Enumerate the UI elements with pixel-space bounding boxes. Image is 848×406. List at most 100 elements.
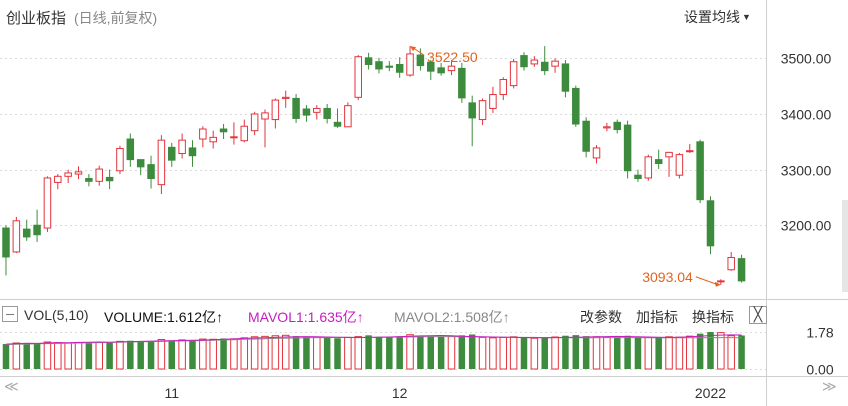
volume-bar-down: [147, 340, 155, 369]
volume-bar-down: [458, 335, 466, 369]
candle-body-up: [261, 112, 269, 120]
low-pointer: [695, 276, 719, 286]
candle-body-up: [95, 168, 103, 182]
volume-bar-up: [178, 339, 186, 370]
volume-bar-down: [303, 336, 310, 369]
volume-bar-down: [437, 336, 445, 369]
volume-bar-down: [23, 343, 30, 369]
candle-body-up: [406, 53, 414, 76]
candle-body-up: [489, 94, 497, 109]
candlestick-series: [2, 46, 746, 285]
add-indicator-button[interactable]: 加指标: [636, 309, 678, 325]
candle-body-up: [116, 147, 124, 172]
mavol1-label: MAVOL1:1.635亿↑: [248, 307, 364, 327]
volume-bar-down: [33, 343, 41, 369]
volume-bar-up: [64, 342, 72, 370]
candle-body-down: [395, 63, 404, 73]
volume-bar-up: [406, 334, 414, 370]
price-axis: 3500.00 3400.00 3300.00 3200.00: [781, 51, 832, 234]
volume-bar-up: [199, 338, 207, 370]
volume-bar-down: [334, 338, 341, 369]
volume-bar-up: [271, 335, 280, 370]
price-tick-label: 3500.00: [781, 51, 832, 67]
volume-bar-down: [582, 336, 590, 369]
volume-bar-up: [447, 336, 456, 370]
up-arrow-icon: ↑: [356, 309, 364, 325]
volume-bar-down: [365, 335, 372, 369]
candle-body-down: [634, 174, 642, 180]
up-arrow-icon: ↑: [502, 309, 510, 325]
switch-indicator-button[interactable]: 换指标: [692, 309, 734, 325]
high-pointer-arrowhead: [410, 46, 417, 52]
volume-bar-down: [2, 344, 10, 369]
volume-bar-up: [489, 337, 497, 370]
candle-body-up: [354, 56, 362, 98]
volume-bar-down: [541, 337, 548, 369]
volume-bar-up: [592, 336, 601, 370]
double-chevron-left-icon[interactable]: ≪: [4, 378, 19, 394]
candle-body-up: [644, 156, 653, 179]
candle-body-up: [43, 177, 52, 229]
ma-settings-label: 设置均线: [684, 9, 740, 25]
candle-body-up: [240, 125, 249, 142]
candle-body-down: [520, 55, 528, 68]
close-icon[interactable]: ╳: [749, 306, 767, 324]
candle-body-down: [468, 102, 476, 119]
candle-body-up: [478, 100, 487, 121]
candle-body-down: [613, 121, 621, 131]
up-arrow-icon: ↑: [216, 309, 224, 325]
candle-body-down: [540, 61, 549, 72]
volume-tick-label: 1.78: [806, 325, 833, 341]
volume-bar-down: [613, 337, 621, 369]
edit-params-button[interactable]: 改参数: [580, 309, 622, 325]
candle-body-up: [509, 61, 518, 87]
candle-body-down: [2, 227, 10, 258]
date-tick-label: 2022: [695, 385, 726, 401]
candle-body-up: [12, 220, 21, 253]
candle-body-up: [271, 99, 280, 121]
index-title: 创业板指: [6, 10, 67, 27]
candle-body-down: [437, 67, 445, 74]
volume-bar-up: [250, 336, 259, 370]
candle-body-up: [686, 150, 694, 153]
candle-body-down: [561, 63, 570, 92]
volume-bar-up: [551, 336, 559, 370]
volume-bar-down: [655, 337, 662, 369]
volume-bar-down: [624, 335, 631, 369]
mavol1-line: [5, 334, 742, 345]
candle-body-up: [530, 59, 539, 65]
price-tick-label: 3300.00: [781, 163, 832, 179]
candle-body-up: [447, 65, 456, 72]
volume-bar-up: [499, 336, 508, 370]
volume-bar-up: [281, 334, 290, 370]
volume-bar-down: [738, 335, 745, 369]
candle-body-up: [199, 128, 207, 140]
candle-body-down: [458, 67, 466, 99]
candle-body-down: [706, 200, 715, 247]
volume-bar-down: [127, 340, 134, 369]
volume-bar-up: [478, 336, 487, 370]
volume-bar-up: [209, 338, 217, 370]
volume-bar-up: [54, 342, 62, 370]
double-chevron-right-icon[interactable]: ≫: [822, 378, 837, 394]
vertical-scrollbar: [842, 200, 848, 292]
candle-body-down: [292, 97, 300, 119]
volume-bar-up: [509, 336, 518, 370]
candle-body-down: [136, 159, 145, 168]
volume-bar-up: [344, 336, 352, 370]
volume-bar-down: [520, 337, 528, 369]
date-tick-label: 12: [392, 385, 408, 401]
volume-bar-up: [313, 336, 321, 370]
ma-settings-button[interactable]: 设置均线 ▼: [684, 7, 751, 27]
volume-bar-down: [168, 340, 176, 369]
price-annotations: 3522.50 3093.04: [410, 46, 721, 287]
candle-body-down: [375, 61, 383, 70]
volume-bar-up: [230, 338, 238, 370]
collapse-volume-icon[interactable]: [2, 306, 18, 322]
candle-body-down: [33, 224, 41, 236]
volume-bar-up: [665, 336, 673, 370]
candle-body-down: [427, 61, 435, 72]
candle-body-down: [364, 57, 373, 65]
mavol1-text: MAVOL1:1.635亿: [248, 309, 357, 325]
